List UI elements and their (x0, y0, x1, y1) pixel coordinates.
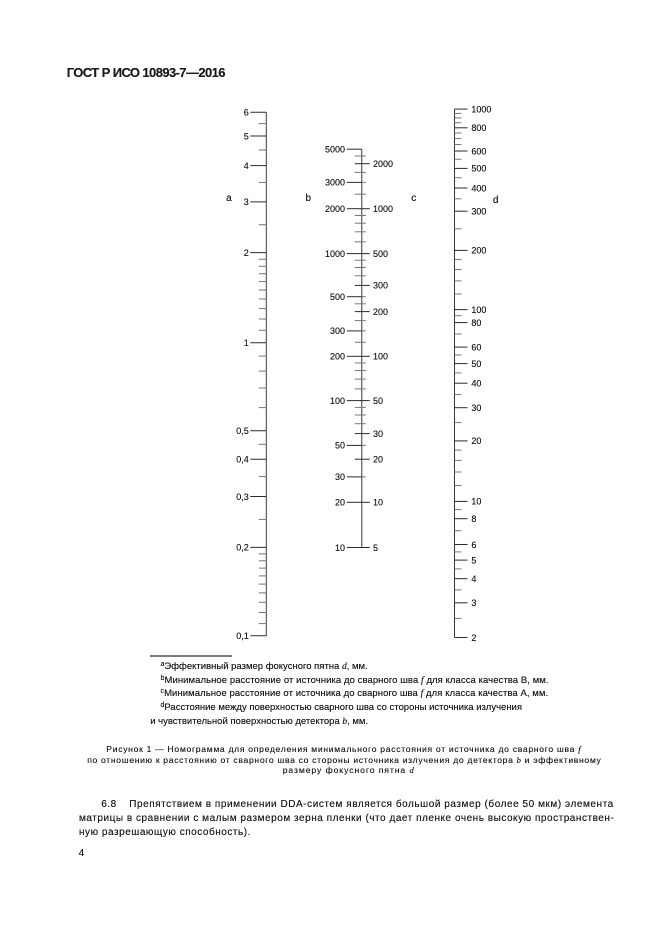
svg-text:a: a (226, 193, 232, 204)
svg-text:5000: 5000 (325, 145, 345, 155)
svg-text:50: 50 (471, 359, 481, 369)
svg-text:300: 300 (373, 281, 388, 291)
svg-text:6: 6 (244, 108, 249, 118)
svg-text:200: 200 (330, 352, 345, 362)
svg-text:10: 10 (373, 498, 383, 508)
svg-text:1000: 1000 (325, 249, 345, 259)
svg-text:1000: 1000 (373, 204, 393, 214)
svg-text:4: 4 (471, 574, 476, 584)
svg-text:3: 3 (244, 197, 249, 207)
svg-text:0,4: 0,4 (236, 455, 249, 465)
svg-text:3000: 3000 (325, 178, 345, 188)
svg-text:d: d (493, 195, 499, 206)
svg-text:6: 6 (471, 540, 476, 550)
svg-text:5: 5 (471, 555, 476, 565)
svg-text:600: 600 (471, 146, 486, 156)
svg-text:4: 4 (244, 161, 249, 171)
svg-text:40: 40 (471, 379, 481, 389)
svg-text:1: 1 (244, 338, 249, 348)
svg-text:300: 300 (471, 207, 486, 217)
svg-text:2000: 2000 (373, 159, 393, 169)
svg-text:3: 3 (471, 598, 476, 608)
svg-text:20: 20 (471, 436, 481, 446)
svg-text:c: c (411, 193, 416, 204)
svg-text:30: 30 (335, 472, 345, 482)
svg-text:100: 100 (471, 305, 486, 315)
svg-text:500: 500 (373, 249, 388, 259)
svg-text:50: 50 (373, 396, 383, 406)
svg-text:0,5: 0,5 (236, 426, 249, 436)
svg-text:10: 10 (335, 543, 345, 553)
svg-text:2: 2 (244, 248, 249, 258)
svg-text:500: 500 (330, 292, 345, 302)
svg-text:5: 5 (373, 543, 378, 553)
svg-text:1000: 1000 (471, 104, 491, 114)
svg-text:400: 400 (471, 183, 486, 193)
svg-text:60: 60 (471, 342, 481, 352)
svg-text:0,1: 0,1 (236, 631, 249, 641)
svg-text:0,3: 0,3 (236, 492, 249, 502)
svg-text:500: 500 (471, 164, 486, 174)
svg-text:20: 20 (373, 455, 383, 465)
svg-text:b: b (306, 193, 312, 204)
svg-text:30: 30 (471, 403, 481, 413)
svg-text:80: 80 (471, 318, 481, 328)
svg-text:200: 200 (471, 246, 486, 256)
svg-text:100: 100 (330, 396, 345, 406)
svg-text:5: 5 (244, 131, 249, 141)
svg-text:10: 10 (471, 497, 481, 507)
svg-text:2000: 2000 (325, 204, 345, 214)
svg-text:8: 8 (471, 514, 476, 524)
svg-text:100: 100 (373, 352, 388, 362)
svg-text:30: 30 (373, 429, 383, 439)
svg-text:300: 300 (330, 326, 345, 336)
svg-text:50: 50 (335, 441, 345, 451)
svg-text:200: 200 (373, 307, 388, 317)
svg-text:800: 800 (471, 123, 486, 133)
svg-text:20: 20 (335, 498, 345, 508)
svg-text:0,2: 0,2 (236, 543, 249, 553)
svg-text:2: 2 (471, 633, 476, 643)
